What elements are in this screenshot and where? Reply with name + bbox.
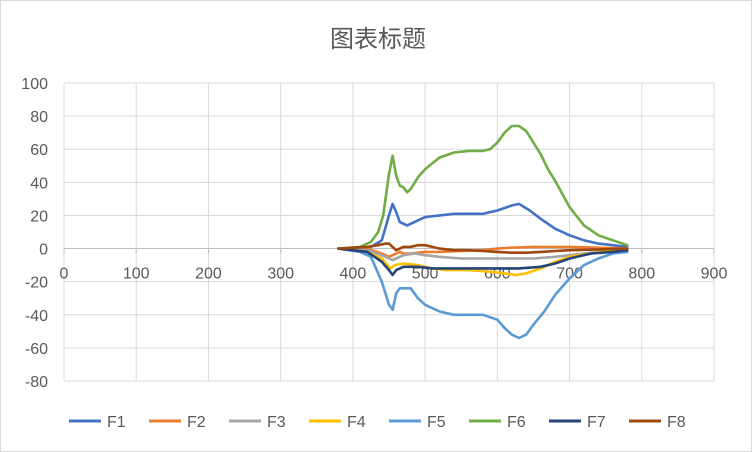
y-tick-label: 40	[30, 175, 48, 192]
grid-layer	[63, 82, 715, 382]
series-line-f7	[337, 247, 629, 277]
series-line-f6	[337, 124, 629, 250]
x-tick-label: 100	[123, 266, 150, 283]
chart-title: 图表标题	[330, 25, 426, 53]
legend-label-f5: F5	[427, 414, 446, 431]
legend-label-f6: F6	[507, 414, 526, 431]
legend-label-f7: F7	[587, 414, 606, 431]
legend: F1 F2 F3 F4 F5 F6 F7 F8	[69, 414, 686, 431]
y-tick-label: 80	[30, 109, 48, 126]
series-line-f1	[337, 202, 629, 250]
x-tick-label: 200	[195, 266, 222, 283]
x-tick-label: 400	[340, 266, 367, 283]
x-tick-label: 800	[628, 266, 655, 283]
series-line-f8	[337, 242, 629, 254]
y-tick-label: 20	[30, 208, 48, 225]
y-tick-label: 100	[21, 76, 48, 93]
y-tick-label: -60	[25, 341, 48, 358]
x-tick-label: 700	[556, 266, 583, 283]
legend-label-f8: F8	[667, 414, 686, 431]
legend-label-f2: F2	[187, 414, 206, 431]
x-tick-label: 500	[412, 266, 439, 283]
series-line-f5	[337, 247, 629, 340]
y-tick-label: -40	[25, 308, 48, 325]
y-tick-label: 0	[39, 242, 48, 259]
x-tick-label: 900	[701, 266, 728, 283]
series-layer	[337, 124, 629, 340]
y-tick-label: -80	[25, 374, 48, 391]
legend-label-f3: F3	[267, 414, 286, 431]
x-tick-label: 300	[267, 266, 294, 283]
y-axis-ticks: 100 80 60 40 20 0 -20 -40 -60 -80	[21, 76, 48, 391]
series-line-f4	[337, 247, 629, 277]
x-tick-label: 600	[484, 266, 511, 283]
x-tick-label: 0	[60, 266, 69, 283]
series-line-f3	[337, 247, 629, 262]
y-tick-label: -20	[25, 275, 48, 292]
series-line-f2	[337, 245, 629, 259]
y-tick-label: 60	[30, 142, 48, 159]
legend-label-f1: F1	[107, 414, 126, 431]
legend-label-f4: F4	[347, 414, 366, 431]
x-axis-ticks: 0 100 200 300 400 500 600 700 800 900	[60, 266, 728, 283]
